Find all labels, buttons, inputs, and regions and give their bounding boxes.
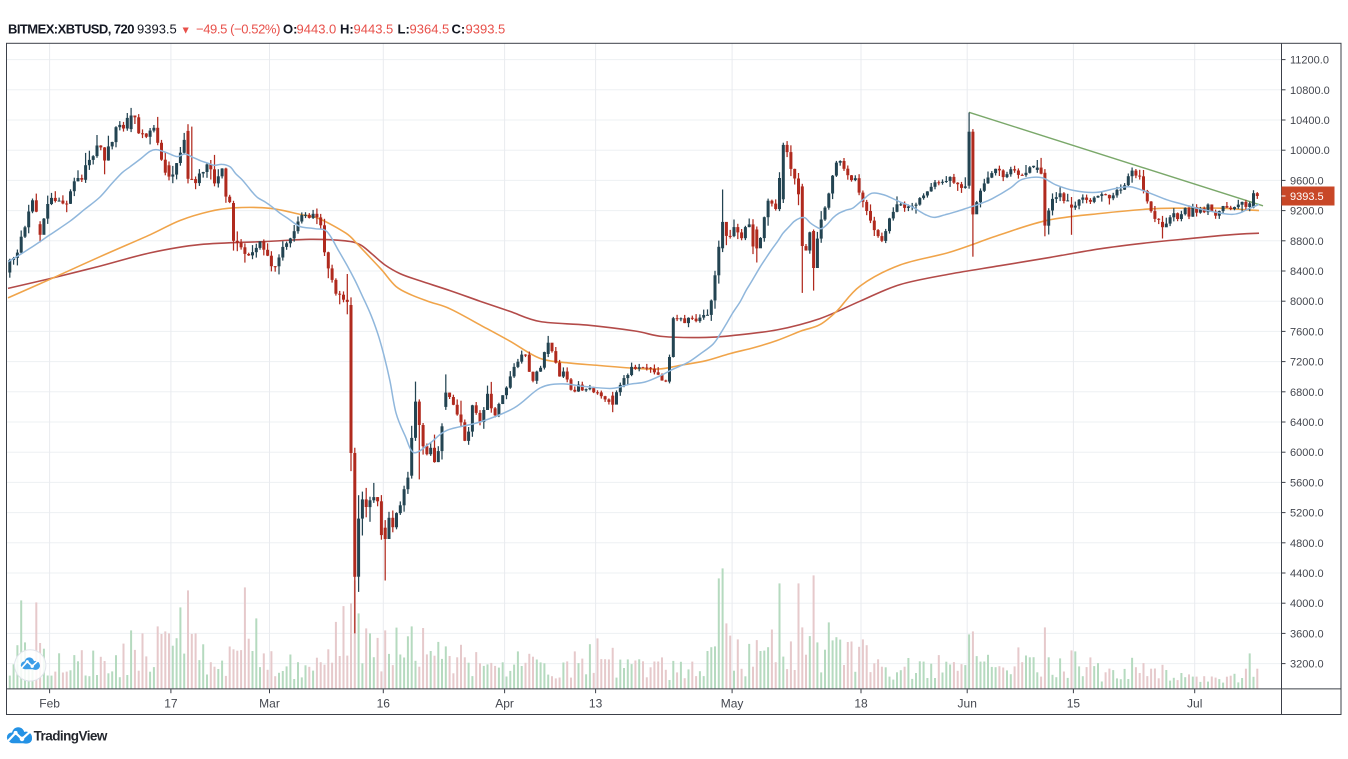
svg-text:6000.0: 6000.0 (1290, 447, 1324, 459)
svg-text:7200.0: 7200.0 (1290, 357, 1324, 369)
svg-text:15: 15 (1067, 697, 1081, 711)
svg-text:TradingView: TradingView (34, 729, 108, 744)
svg-text:10000.0: 10000.0 (1290, 145, 1330, 157)
svg-text:11200.0: 11200.0 (1290, 55, 1329, 67)
svg-text:May: May (721, 697, 744, 711)
svg-text:9600.0: 9600.0 (1290, 175, 1324, 187)
svg-text:4400.0: 4400.0 (1290, 568, 1324, 580)
svg-text:16: 16 (377, 697, 391, 711)
svg-text:4000.0: 4000.0 (1290, 598, 1324, 610)
svg-text:8400.0: 8400.0 (1290, 266, 1324, 278)
svg-text:4800.0: 4800.0 (1290, 538, 1324, 550)
svg-text:3600.0: 3600.0 (1290, 628, 1324, 640)
svg-text:8800.0: 8800.0 (1290, 236, 1324, 248)
svg-text:Jul: Jul (1187, 697, 1202, 711)
svg-text:9393.5: 9393.5 (1290, 191, 1324, 203)
svg-text:18: 18 (854, 697, 868, 711)
svg-text:5600.0: 5600.0 (1290, 477, 1324, 489)
svg-text:3200.0: 3200.0 (1290, 659, 1324, 671)
svg-text:10400.0: 10400.0 (1290, 115, 1330, 127)
svg-text:6400.0: 6400.0 (1290, 417, 1324, 429)
svg-text:8000.0: 8000.0 (1290, 296, 1324, 308)
svg-text:5200.0: 5200.0 (1290, 508, 1324, 520)
svg-text:9200.0: 9200.0 (1290, 206, 1324, 218)
svg-text:7600.0: 7600.0 (1290, 326, 1324, 338)
svg-text:13: 13 (589, 697, 603, 711)
svg-text:Jun: Jun (958, 697, 977, 711)
svg-text:17: 17 (164, 697, 178, 711)
svg-text:10800.0: 10800.0 (1290, 85, 1330, 97)
svg-text:Apr: Apr (495, 697, 514, 711)
svg-text:Mar: Mar (259, 697, 280, 711)
svg-text:6800.0: 6800.0 (1290, 387, 1324, 399)
svg-text:Feb: Feb (39, 697, 60, 711)
